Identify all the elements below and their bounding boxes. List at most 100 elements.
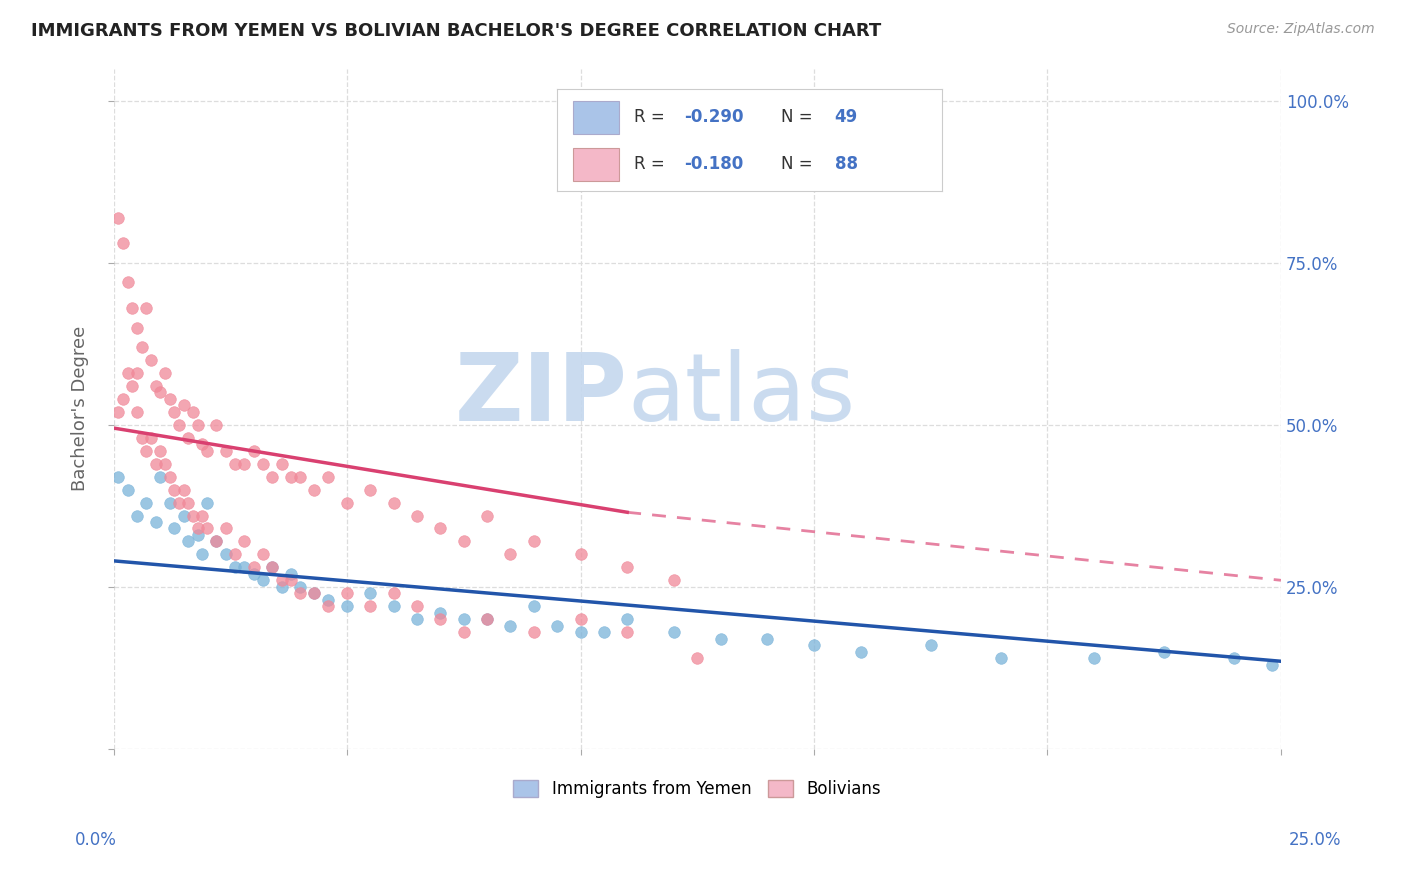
Point (195, 443, 218, 458)
Point (920, 638, 942, 652)
Point (406, 508, 429, 523)
Point (429, 606, 451, 620)
Point (304, 586, 326, 600)
Legend: Immigrants from Yemen, Bolivians: Immigrants from Yemen, Bolivians (506, 773, 887, 805)
Point (475, 612, 498, 626)
Point (592, 625, 614, 640)
Point (131, 340, 153, 354)
Point (167, 495, 190, 509)
Point (616, 612, 638, 626)
Point (662, 574, 685, 588)
Point (336, 586, 359, 600)
Point (117, 275, 139, 289)
Point (187, 528, 209, 542)
Point (359, 599, 381, 614)
Point (318, 469, 340, 483)
Point (756, 632, 779, 646)
Point (382, 495, 405, 509)
Point (252, 548, 274, 562)
Point (233, 457, 256, 471)
Point (191, 548, 214, 562)
Point (167, 417, 190, 432)
Point (849, 644, 872, 658)
Point (280, 574, 302, 588)
Point (359, 586, 381, 600)
Point (173, 483, 195, 497)
Point (475, 612, 498, 626)
Point (270, 580, 292, 594)
Point (117, 366, 139, 380)
Text: ZIP: ZIP (454, 349, 627, 441)
Point (125, 508, 148, 523)
Text: 25.0%: 25.0% (1288, 831, 1341, 849)
Point (145, 457, 167, 471)
Point (304, 586, 326, 600)
Point (163, 483, 186, 497)
Point (546, 618, 568, 632)
Point (149, 469, 172, 483)
Point (139, 353, 162, 368)
Point (107, 469, 129, 483)
Point (135, 301, 157, 316)
Point (125, 320, 148, 334)
Point (359, 483, 381, 497)
Point (569, 625, 592, 640)
Point (616, 560, 638, 574)
Point (280, 566, 302, 581)
Point (262, 469, 284, 483)
Point (145, 379, 167, 393)
Point (270, 457, 292, 471)
Point (662, 625, 685, 640)
Point (499, 618, 522, 632)
Point (121, 379, 143, 393)
Point (224, 560, 246, 574)
Point (173, 398, 195, 412)
Point (242, 443, 264, 458)
Point (135, 495, 157, 509)
Point (382, 586, 405, 600)
Y-axis label: Bachelor's Degree: Bachelor's Degree (72, 326, 89, 491)
Point (117, 483, 139, 497)
Point (111, 392, 134, 406)
Point (187, 521, 209, 535)
Point (139, 431, 162, 445)
Point (318, 592, 340, 607)
Point (121, 301, 143, 316)
Point (159, 469, 181, 483)
Point (214, 521, 236, 535)
Point (163, 521, 186, 535)
Point (195, 521, 218, 535)
Point (181, 508, 204, 523)
Point (177, 495, 200, 509)
Point (686, 651, 709, 665)
Point (191, 508, 214, 523)
Point (214, 443, 236, 458)
Point (406, 599, 429, 614)
Point (569, 612, 592, 626)
Point (195, 495, 218, 509)
Point (173, 508, 195, 523)
Point (710, 632, 733, 646)
Point (280, 469, 302, 483)
Point (149, 385, 172, 400)
Text: IMMIGRANTS FROM YEMEN VS BOLIVIAN BACHELOR'S DEGREE CORRELATION CHART: IMMIGRANTS FROM YEMEN VS BOLIVIAN BACHEL… (31, 22, 882, 40)
Point (523, 625, 546, 640)
Point (205, 417, 228, 432)
Point (336, 599, 359, 614)
Point (499, 548, 522, 562)
Point (233, 534, 256, 549)
Point (290, 580, 312, 594)
Point (214, 548, 236, 562)
Point (1260, 657, 1282, 672)
Point (224, 457, 246, 471)
Point (252, 457, 274, 471)
Point (191, 437, 214, 451)
Point (181, 405, 204, 419)
Point (1153, 644, 1175, 658)
Point (153, 457, 176, 471)
Point (125, 366, 148, 380)
Point (145, 515, 167, 529)
Point (153, 366, 176, 380)
Point (616, 625, 638, 640)
Point (149, 443, 172, 458)
